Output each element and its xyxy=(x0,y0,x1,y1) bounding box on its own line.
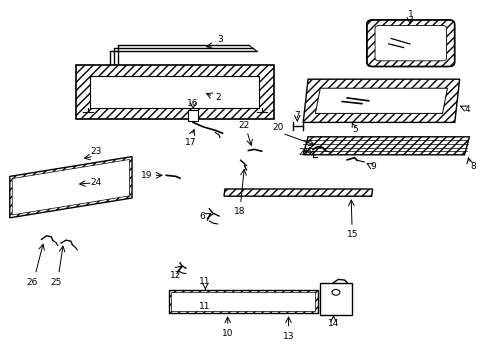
Text: 19: 19 xyxy=(141,171,152,180)
Text: 15: 15 xyxy=(346,230,358,239)
Polygon shape xyxy=(303,79,459,122)
Text: 26: 26 xyxy=(26,278,38,287)
Text: 25: 25 xyxy=(50,278,62,287)
Text: 4: 4 xyxy=(464,105,469,114)
Text: 11: 11 xyxy=(198,302,210,311)
Text: 2: 2 xyxy=(215,94,221,103)
Polygon shape xyxy=(10,157,132,218)
Polygon shape xyxy=(12,159,129,215)
FancyBboxPatch shape xyxy=(366,20,454,67)
Text: 3: 3 xyxy=(217,35,223,44)
Text: 17: 17 xyxy=(184,138,196,147)
Text: 23: 23 xyxy=(90,147,102,156)
FancyBboxPatch shape xyxy=(374,26,446,61)
Polygon shape xyxy=(168,290,317,313)
Text: 13: 13 xyxy=(282,332,294,341)
Text: 24: 24 xyxy=(90,178,102,187)
Text: 11: 11 xyxy=(198,277,210,286)
Text: 16: 16 xyxy=(187,99,199,108)
Polygon shape xyxy=(315,88,447,113)
Text: 14: 14 xyxy=(327,319,339,328)
Text: 20: 20 xyxy=(271,123,283,132)
Text: 5: 5 xyxy=(351,122,357,134)
Polygon shape xyxy=(171,292,314,311)
Text: 6: 6 xyxy=(199,212,205,220)
Polygon shape xyxy=(224,189,372,196)
Text: 1: 1 xyxy=(407,10,413,19)
Polygon shape xyxy=(320,283,351,315)
Polygon shape xyxy=(76,65,273,119)
Text: 10: 10 xyxy=(221,329,233,338)
Text: 22: 22 xyxy=(237,121,249,130)
Text: 8: 8 xyxy=(469,162,475,171)
Text: 18: 18 xyxy=(233,207,245,216)
Text: 7: 7 xyxy=(294,111,300,120)
Text: 21: 21 xyxy=(298,148,309,157)
Text: 12: 12 xyxy=(170,271,182,280)
Polygon shape xyxy=(90,76,259,108)
Polygon shape xyxy=(303,137,468,155)
Text: 9: 9 xyxy=(370,162,376,171)
Polygon shape xyxy=(188,110,198,121)
